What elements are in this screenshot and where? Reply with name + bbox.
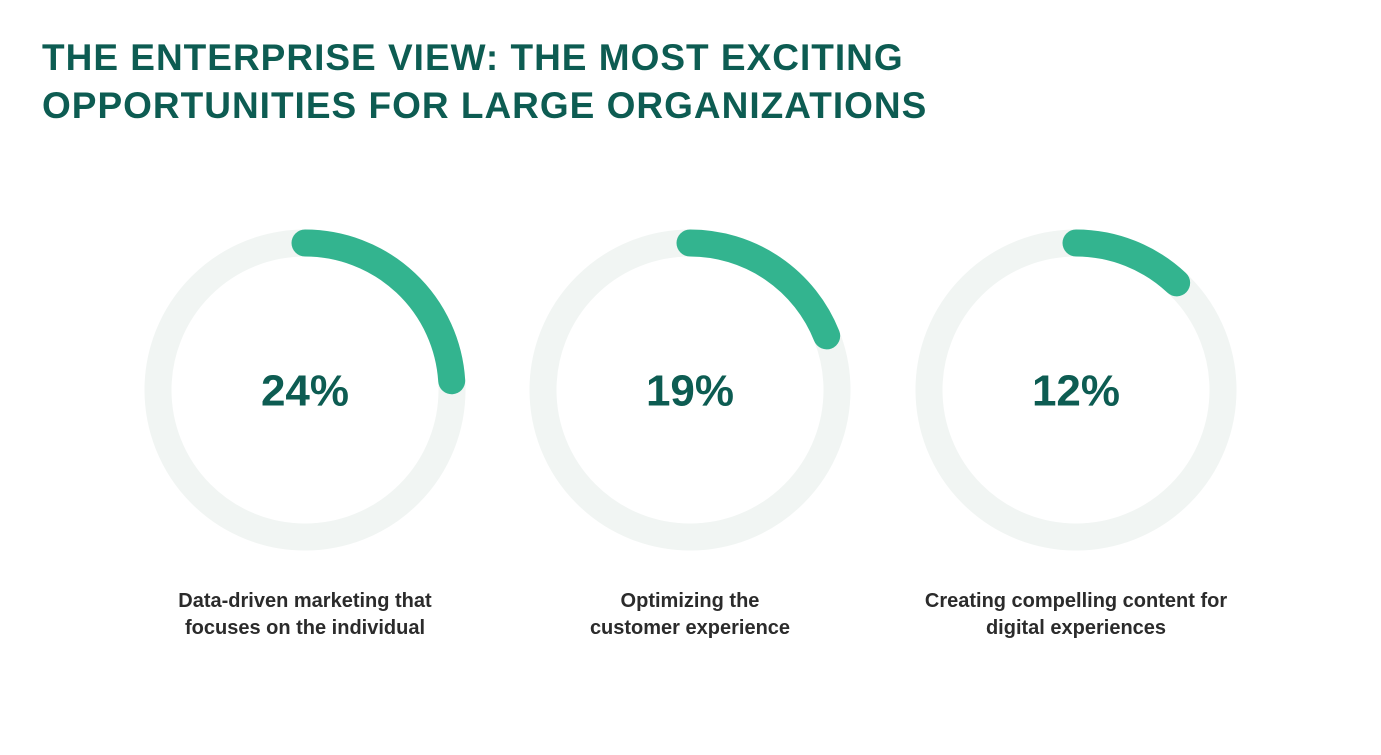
donut-arc bbox=[1062, 229, 1191, 297]
donut-arc bbox=[676, 229, 841, 350]
category-label: Data-driven marketing that focuses on th… bbox=[178, 590, 432, 639]
chart-title: THE ENTERPRISE VIEW: THE MOST EXCITING O… bbox=[42, 37, 928, 126]
category-label: Optimizing the customer experience bbox=[589, 590, 791, 639]
value-label: 12% bbox=[1032, 367, 1120, 416]
donut-arc bbox=[291, 229, 466, 395]
value-label: 24% bbox=[261, 367, 349, 416]
value-label: 19% bbox=[646, 367, 734, 416]
category-label: Creating compelling content for digital … bbox=[924, 590, 1228, 639]
